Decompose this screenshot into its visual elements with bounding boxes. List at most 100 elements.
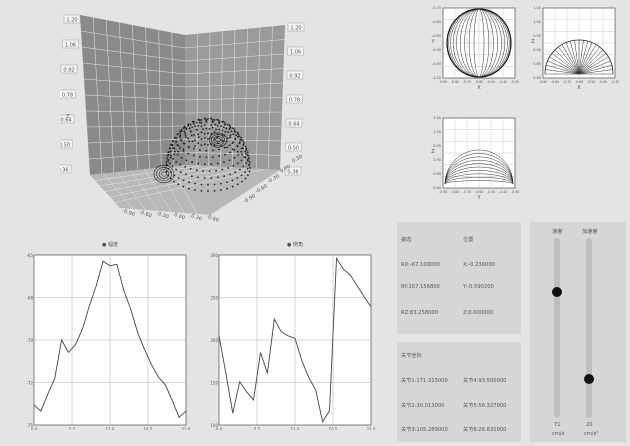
x-tick: 5.5	[254, 427, 261, 430]
x-tick: -0.70	[463, 190, 471, 194]
z-tick-right: 0.36	[287, 170, 298, 176]
z-tick-right: 0.78	[289, 98, 300, 104]
y-tick: 0.80	[433, 186, 441, 190]
x-tick: -0.50	[587, 80, 595, 84]
xz-projection-chart: 1.05 1.00 0.95 0.90 0.85 0.80-0.90 -0.80 -0.70 -…	[531, 6, 619, 91]
x-tick: 22.0	[182, 427, 191, 430]
z-tick-left: 1.20	[66, 18, 77, 24]
z-tick-left: 0.50	[60, 143, 70, 149]
legend-label: ● 侧角	[287, 241, 303, 248]
speed-unit: cm/s	[552, 431, 565, 437]
y-tick: -0.75	[432, 6, 441, 10]
speed-value: 71	[554, 422, 561, 428]
x-tick: -0.70	[463, 80, 471, 84]
y-tick: 200	[210, 338, 218, 343]
x-axis-label: Y	[476, 195, 481, 201]
y-tick: 0.90	[533, 48, 541, 52]
x-tick: -0.40	[599, 80, 607, 84]
y-axis-label: Y	[430, 39, 435, 45]
x-tick: -0.60	[475, 80, 483, 84]
z-tick-left: 0.36	[60, 168, 69, 174]
x-tick: -0.90	[439, 190, 447, 194]
x-tick: 0.0	[216, 427, 223, 430]
motion-sliders-panel: 速度 加速度 71 cm/s 20 cm/s²	[530, 222, 626, 442]
y-tick: 0.95	[533, 34, 541, 38]
x-tick: 5.5	[69, 427, 76, 430]
y-tick: -65	[26, 253, 33, 258]
y-tick: 0.80	[533, 76, 541, 80]
y-tick-3d: 0.00	[279, 164, 292, 175]
joint-coordinates-panel: 关节坐标 关节1:171.315000 关节4:93.500000 关节2:30…	[397, 342, 521, 442]
accel-slider[interactable]	[584, 238, 594, 418]
x-tick: -0.30	[511, 190, 519, 194]
z-tick-right: 0.64	[288, 122, 299, 128]
accel-value: 20	[586, 422, 593, 428]
angle-line-chart: ● 侧角 300 250 200 150 1000.0 5.5 11.0 16.5 22.0	[210, 241, 376, 430]
joint2-value: 关节2:30.013000	[401, 403, 445, 409]
z-tick-left: 0.92	[63, 68, 74, 74]
y-tick: -75	[26, 423, 33, 428]
x-tick: 11.0	[106, 427, 115, 430]
x-tick: 0.0	[31, 427, 38, 430]
x-tick-3d: 0.00	[173, 212, 186, 221]
y-axis-label: Z	[531, 39, 535, 45]
y-tick: 0.90	[433, 158, 441, 162]
pose-title: 姿态	[401, 237, 412, 243]
amplitude-line-chart: ● 幅度 -65 -68 -70 -72 -750.0 5.5 11.0 16.5 22.0	[26, 241, 191, 430]
z-tick-right: 1.06	[290, 50, 301, 56]
3d-workspace-view[interactable]: 1.20 1.06 0.92 0.78 0.64 0.50 0.36 1.20 1.06 0.9…	[60, 10, 310, 230]
speed-slider[interactable]	[552, 238, 562, 418]
x-tick: -0.90	[539, 80, 547, 84]
z-tick-right: 0.50	[288, 146, 299, 152]
y-tick: -0.85	[432, 34, 441, 38]
y-tick-3d: -0.90	[242, 193, 256, 205]
yz-projection-chart: 1.051.000.950.900.850.80-0.90 -0.80 -0.70-…	[431, 116, 519, 201]
y-tick: 100	[210, 423, 218, 428]
z-tick-right: 1.20	[290, 26, 301, 32]
series-line	[33, 260, 187, 419]
rz-value: RZ:83.258000	[401, 310, 438, 316]
x-tick: -0.60	[475, 190, 483, 194]
y-tick: 150	[210, 381, 218, 386]
x-tick: -0.50	[487, 190, 495, 194]
y-tick: -1.00	[432, 76, 441, 80]
pose-status-panel: 姿态 位置 RX:-67.100000 X:-0.236000 RY:157.1…	[397, 222, 521, 334]
y-tick: 1.00	[433, 130, 441, 134]
position-title: 位置	[463, 237, 474, 243]
y-tick: 1.00	[533, 20, 541, 24]
speed-slider-handle[interactable]	[552, 287, 562, 297]
x-tick: -0.30	[511, 80, 519, 84]
legend-label: ● 幅度	[102, 241, 118, 248]
x-tick: -0.80	[551, 80, 559, 84]
y-axis-label: Z	[431, 149, 435, 155]
joint1-value: 关节1:171.315000	[401, 378, 448, 384]
ry-value: RY:157.156800	[401, 284, 440, 290]
joint5-value: 关节5:56.327000	[463, 403, 507, 409]
x-tick: -0.80	[451, 190, 459, 194]
accel-slider-handle[interactable]	[584, 374, 594, 384]
x-tick: -0.50	[487, 80, 495, 84]
y-tick: 0.85	[433, 172, 441, 176]
y-tick: 1.05	[533, 6, 541, 10]
x-tick: -0.70	[563, 80, 571, 84]
x-tick: -0.90	[439, 80, 447, 84]
speed-label: 速度	[552, 229, 563, 235]
x-tick: -0.30	[611, 80, 619, 84]
y-tick: -0.90	[432, 48, 441, 52]
z-value: Z:0.600000	[463, 310, 494, 316]
series-line	[218, 256, 372, 423]
y-tick: 0.85	[533, 62, 541, 66]
y-tick-3d: -0.30	[266, 173, 280, 185]
x-tick: -0.80	[451, 80, 459, 84]
x-tick-3d: -0.30	[155, 210, 169, 220]
x-tick-3d: 0.30	[190, 213, 203, 222]
x-tick: 22.0	[367, 427, 376, 430]
x-tick-3d: 0.60	[207, 214, 220, 223]
y-tick: 300	[210, 253, 218, 258]
x-tick: -0.40	[499, 80, 507, 84]
x-tick: 11.0	[291, 427, 300, 430]
y-tick: 0.95	[433, 144, 441, 148]
y-tick: 250	[210, 296, 218, 301]
x-tick: 16.5	[329, 427, 338, 430]
